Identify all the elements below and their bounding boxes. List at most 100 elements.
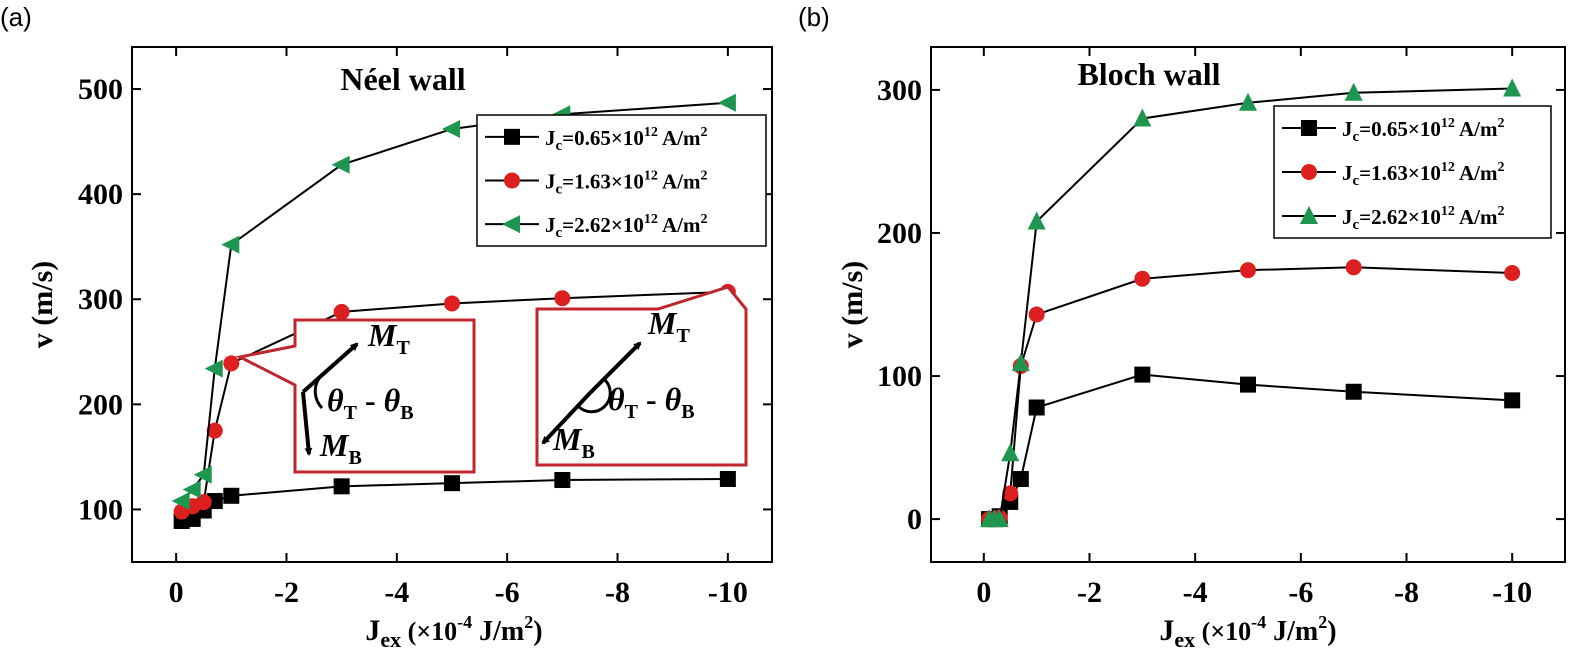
- angle-arc-left: [313, 376, 324, 410]
- panel-a-title: Néel wall: [340, 61, 465, 97]
- angle-theta: θ: [665, 381, 682, 417]
- panel-b-data-point: [1240, 376, 1256, 393]
- legend-label-main: =1.63×10: [562, 170, 644, 194]
- panel-a-y-tick-label: 200: [78, 388, 123, 421]
- panel-b-legend-label: Jc=1.63×1012 A/m2: [1342, 160, 1504, 189]
- x-label-exponent: -4: [457, 612, 472, 632]
- legend-label-unit: A/m: [1455, 117, 1498, 141]
- legend-label-exponent: 12: [1441, 160, 1455, 175]
- panel-b-data-point: [1504, 265, 1521, 282]
- mt-arrow-left: [301, 342, 359, 394]
- panel-a-x-axis-label: Jex (×10-4 J/m2): [365, 612, 542, 651]
- panel-b-x-tick-label: -4: [1183, 576, 1208, 609]
- legend-label-main: J: [545, 126, 556, 150]
- legend-label-unit: A/m: [658, 126, 701, 150]
- panel-b-series-1: [981, 366, 1521, 528]
- panel-a-data-point: [221, 235, 240, 254]
- panel-b-data-point: [1134, 366, 1151, 383]
- panel-b-series-line: [989, 266, 1513, 521]
- legend-label-unit: A/m: [1455, 161, 1498, 185]
- x-label-subscript: ex: [1174, 627, 1195, 651]
- angle-theta: θ: [327, 382, 344, 418]
- panel-a-data-point: [444, 295, 460, 312]
- panel-b-y-tick-label: 200: [877, 217, 922, 250]
- panel-a-data-point: [444, 475, 460, 492]
- legend-label-exponent: 2: [1497, 116, 1504, 131]
- panel-a-legend-label: Jc=1.63×1012 A/m2: [545, 169, 707, 198]
- legend-label-exponent: 12: [1441, 116, 1455, 131]
- panel-b-label: (b): [798, 2, 830, 32]
- panel-b-data-point: [1133, 108, 1152, 127]
- angle-label-left: θT - θB: [327, 382, 414, 424]
- panel-a-data-point: [182, 480, 201, 499]
- legend-label-main: J: [1342, 117, 1353, 141]
- panel-a-legend-marker: [502, 215, 520, 234]
- inset-m-subscript: B: [581, 441, 594, 463]
- panel-a-legend-label: Jc=0.65×1012 A/m2: [545, 125, 707, 154]
- panel-b-legend-label: Jc=2.62×1012 A/m2: [1342, 204, 1504, 233]
- panel-b-data-point: [1239, 92, 1257, 111]
- panel-a-data-point: [223, 487, 240, 504]
- panel-b-x-tick-label: -10: [1492, 576, 1532, 609]
- panel-b-data-point: [1001, 443, 1020, 462]
- mt-arrow-right: [588, 341, 642, 395]
- panel-a-data-point: [333, 303, 350, 320]
- panel-a-legend-label: Jc=2.62×1012 A/m2: [545, 212, 707, 241]
- x-label-exponent: 2: [524, 612, 533, 632]
- legend-label-exponent: 12: [644, 169, 658, 184]
- legend-label-subscript: c: [556, 225, 563, 241]
- angle-minus: -: [638, 381, 665, 417]
- inset-m-subscript: T: [676, 325, 690, 347]
- panel-a-data-point: [554, 472, 571, 489]
- panel-a-y-tick-label: 500: [78, 73, 123, 106]
- panel-a-data-point: [195, 494, 212, 511]
- panel-a-y-tick-label: 300: [78, 283, 123, 316]
- angle-arc-right: [576, 378, 612, 414]
- angle-subscript: B: [681, 401, 694, 423]
- legend-label-exponent: 12: [644, 125, 658, 140]
- inset-m-main: M: [319, 427, 350, 463]
- angle-theta: θ: [384, 382, 401, 418]
- inset-m-main: M: [647, 305, 678, 341]
- panel-b-plot-frame: [930, 46, 1566, 563]
- legend-label-main: =0.65×10: [1359, 117, 1441, 141]
- panel-b-data-point: [1027, 211, 1046, 230]
- inset-m-subscript: T: [396, 337, 410, 359]
- x-label-exponent: 2: [1318, 612, 1327, 632]
- panel-a-y-axis-label: v (m/s): [26, 261, 59, 348]
- panel-b-data-point: [1503, 78, 1522, 97]
- panel-a-data-point: [204, 359, 223, 378]
- x-label-unit: ): [533, 616, 542, 647]
- panel-b-series-2: [981, 259, 1521, 528]
- panel-a-data-point: [442, 119, 460, 138]
- panel-b-data-point: [1134, 270, 1151, 287]
- angle-label-right: θT - θB: [608, 381, 695, 423]
- legend-label-subscript: c: [1353, 173, 1360, 189]
- panel-a-x-tick-label: -4: [384, 576, 409, 609]
- panel-b-data-point: [1028, 399, 1045, 416]
- panel-b-data-point: [1504, 392, 1521, 409]
- panel-b-data-point: [1012, 471, 1029, 488]
- x-label-exponent: -4: [1251, 612, 1266, 632]
- panel-a-x-tick-label: 0: [169, 576, 184, 609]
- panel-a-data-point: [331, 155, 350, 174]
- legend-label-unit: A/m: [658, 170, 701, 194]
- legend-label-main: =2.62×10: [1359, 205, 1441, 229]
- panel-b-y-tick-label: 100: [877, 360, 922, 393]
- panel-b-series-line: [989, 373, 1513, 521]
- panel-b-x-tick-label: -6: [1288, 576, 1313, 609]
- legend-label-exponent: 12: [1441, 204, 1455, 219]
- panel-b-data-point: [1002, 485, 1019, 502]
- mb-arrow-left: [301, 391, 313, 456]
- x-label-unit: J/m: [472, 616, 524, 647]
- panel-a-data-point: [223, 355, 240, 372]
- panel-b-legend-marker: [1301, 164, 1317, 180]
- mb-arrow-right: [541, 391, 592, 445]
- panel-b-y-axis-label: v (m/s): [836, 261, 869, 348]
- panel-a-legend-marker: [504, 128, 520, 145]
- angle-subscript: T: [625, 401, 639, 423]
- panel-a-data-point: [719, 470, 736, 487]
- panel-b-x-tick-label: -8: [1394, 576, 1419, 609]
- inset-m-main: M: [367, 317, 398, 353]
- legend-label-exponent: 2: [1497, 204, 1504, 219]
